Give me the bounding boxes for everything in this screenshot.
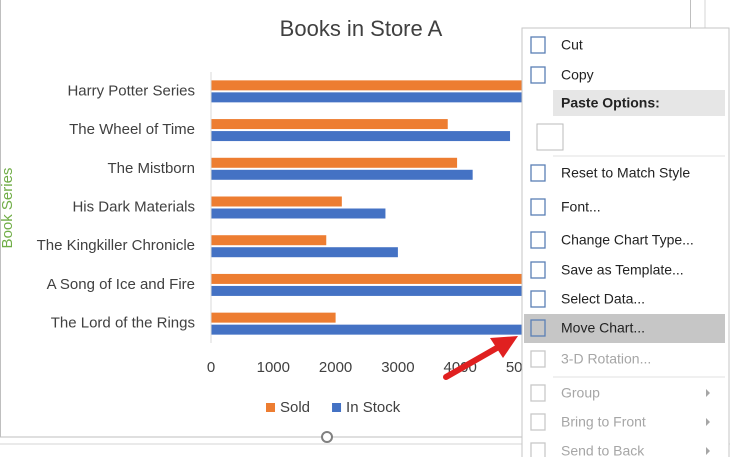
bar (211, 169, 473, 180)
plot: 010002000300040005000Harry Potter Series… (37, 72, 598, 416)
menu-item-label: Send to Back (561, 443, 645, 457)
menu-icon (530, 231, 546, 249)
chart-title: Books in Store A (280, 16, 443, 41)
x-tick-label: 3000 (381, 359, 414, 376)
bar (211, 92, 585, 103)
y-tick-label: A Song of Ice and Fire (47, 276, 195, 293)
legend-swatch (332, 403, 342, 412)
menu-icon (530, 290, 546, 308)
menu-item-label: Paste Options: (561, 95, 660, 111)
menu-icon (530, 319, 546, 337)
menu-icon (530, 164, 546, 182)
submenu-arrow (706, 418, 710, 426)
context-menu: Cut Copy Paste Options: Reset to Match Styl… (521, 27, 730, 457)
bar (211, 119, 448, 130)
submenu-arrow (706, 389, 710, 397)
menu-item-label[interactable]: Select Data... (561, 291, 645, 307)
menu-icon (530, 413, 546, 431)
legend-swatch (266, 403, 275, 412)
y-tick-label: The Lord of the Rings (51, 315, 195, 332)
menu-icon (530, 36, 546, 54)
bar (211, 80, 535, 91)
y-tick-label: The Kingkiller Chronicle (37, 237, 195, 254)
y-tick-label: His Dark Materials (72, 198, 195, 215)
x-tick-label: 0 (207, 359, 215, 376)
menu-item-label[interactable]: Reset to Match Style (561, 165, 690, 181)
menu-item-label[interactable]: Font... (561, 199, 601, 215)
bar (211, 312, 336, 323)
bar (211, 196, 342, 207)
menu-item-label[interactable]: Cut (561, 37, 583, 53)
x-tick-label: 2000 (319, 359, 352, 376)
paste-icon[interactable] (536, 123, 564, 151)
menu-item-label[interactable]: Change Chart Type... (561, 232, 694, 248)
submenu-arrow (706, 447, 710, 455)
y-axis-title: Book Series (0, 168, 16, 249)
bar (211, 247, 398, 258)
red-arrow (443, 336, 518, 380)
bar (211, 285, 598, 296)
bar (211, 157, 458, 168)
bar (211, 208, 386, 219)
y-tick-label: The Wheel of Time (69, 121, 195, 138)
paste-header-bg (553, 90, 725, 116)
menu-item-label[interactable]: Move Chart... (561, 320, 645, 336)
y-tick-label: Harry Potter Series (67, 82, 195, 99)
menu-icon (530, 66, 546, 84)
bar (211, 235, 327, 246)
resize-handle[interactable] (321, 431, 333, 443)
x-tick-label: 1000 (257, 359, 290, 376)
menu-icon (530, 261, 546, 279)
legend-label: Sold (280, 399, 310, 416)
bar (211, 273, 554, 284)
menu-item-label[interactable]: Save as Template... (561, 262, 684, 278)
legend-label: In Stock (346, 399, 401, 416)
bar (211, 324, 560, 335)
menu-item-label: Group (561, 385, 600, 401)
menu-item-label: Bring to Front (561, 414, 646, 430)
menu-icon (530, 198, 546, 216)
menu-icon (530, 350, 546, 368)
menu-item-label[interactable]: Copy (561, 67, 594, 83)
menu-icon (530, 384, 546, 402)
bar (211, 131, 511, 142)
menu-highlight (524, 314, 725, 343)
y-tick-label: The Mistborn (107, 160, 195, 177)
menu-icon (530, 442, 546, 457)
menu-item-label: 3-D Rotation... (561, 351, 651, 367)
